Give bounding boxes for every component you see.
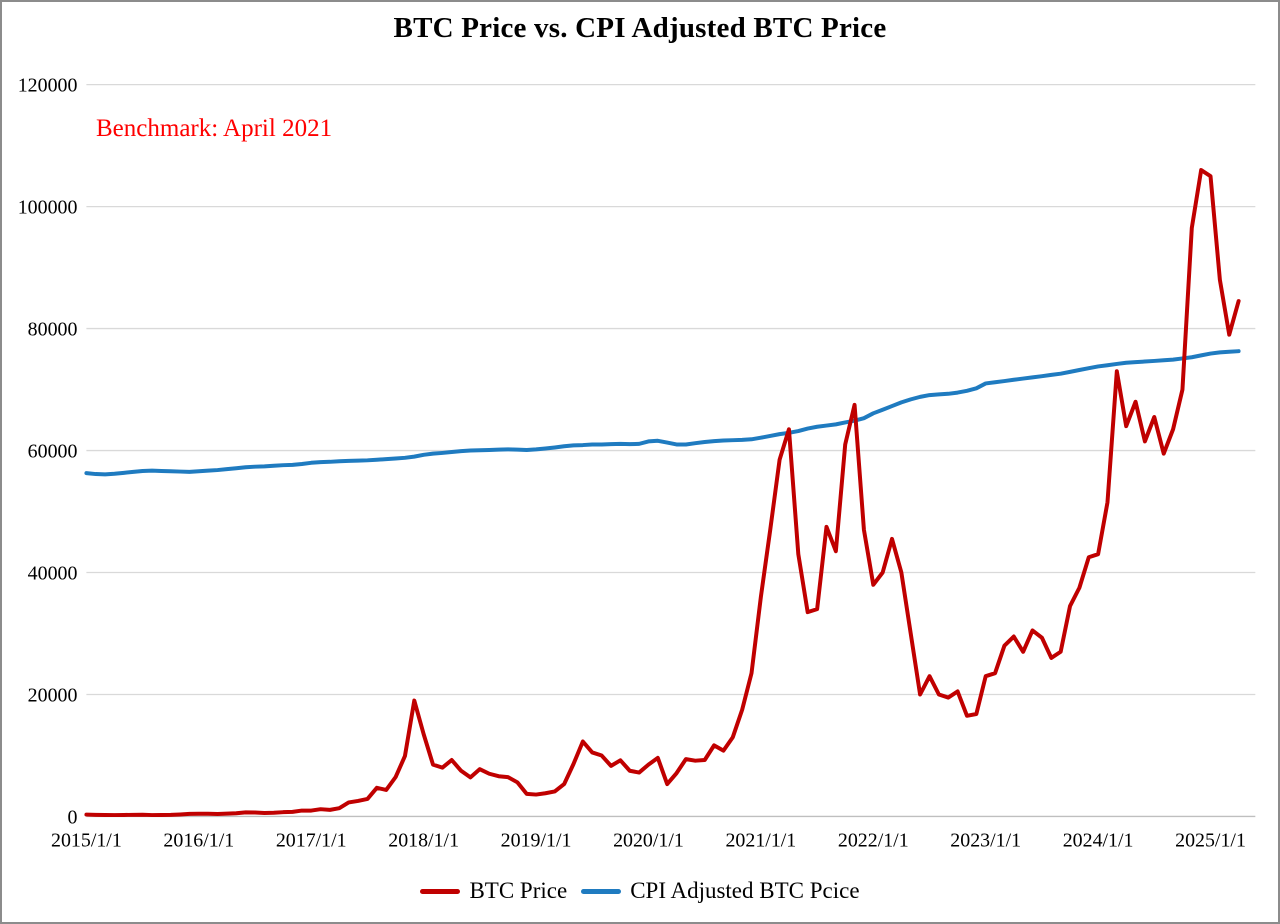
series-line-btc-price [84,168,1241,818]
x-axis-tick-label: 2020/1/1 [613,829,684,851]
legend-label-cpi-adjusted: CPI Adjusted BTC Pcice [630,878,860,903]
page-title: BTC Price vs. CPI Adjusted BTC Price [393,12,887,44]
y-axis-tick-label: 80000 [28,319,78,341]
legend-item-btc-price: BTC Price [420,878,567,904]
y-axis-tick-label: 120000 [18,75,78,97]
x-axis-tick-label: 2018/1/1 [388,829,459,851]
series-line-cpi-adjusted [84,349,1241,477]
x-axis-tick-label: 2022/1/1 [838,829,909,851]
x-axis-tick-label: 2015/1/1 [51,829,122,851]
legend-label-btc-price: BTC Price [469,878,568,903]
y-axis-tick-label: 100000 [18,197,78,219]
x-axis-tick-label: 2024/1/1 [1063,829,1134,851]
benchmark-annotation: Benchmark: April 2021 [96,115,333,142]
y-axis-tick-label: 0 [67,806,77,828]
x-axis-tick-label: 2016/1/1 [163,829,234,851]
y-axis-tick-label: 20000 [28,684,78,706]
legend: BTC Price CPI Adjusted BTC Pcice [2,878,1278,904]
cpi-adjusted-line-swatch [581,888,622,894]
btc-price-line-swatch [420,888,461,894]
y-axis-tick-label: 40000 [28,562,78,584]
y-axis-tick-label: 60000 [28,441,78,463]
x-axis-tick-label: 2017/1/1 [276,829,347,851]
x-axis-tick-label: 2019/1/1 [501,829,572,851]
x-axis-tick-label: 2025/1/1 [1175,829,1246,851]
x-axis-tick-label: 2021/1/1 [725,829,796,851]
x-axis-tick-label: 2023/1/1 [950,829,1021,851]
legend-item-cpi-adjusted: CPI Adjusted BTC Pcice [581,878,860,904]
